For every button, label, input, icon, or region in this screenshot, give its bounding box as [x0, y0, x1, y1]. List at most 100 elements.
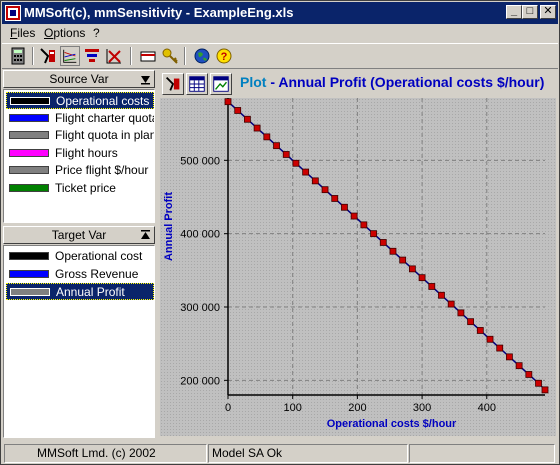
color-swatch — [9, 166, 49, 174]
data-point — [263, 133, 271, 141]
source-var-list[interactable]: Operational costs $/hour Flight charter q… — [3, 89, 155, 223]
sort-up-icon[interactable] — [140, 229, 151, 241]
toolbar-separator — [130, 47, 132, 65]
source-var-item-label: Price flight $/hour — [55, 163, 149, 177]
source-var-item[interactable]: Flight charter quota — [6, 110, 154, 127]
menu-bar: Files Options ? — [2, 24, 558, 42]
y-tick-label: 500 000 — [180, 155, 220, 167]
source-var-item[interactable]: Ticket price — [6, 180, 154, 197]
menu-help[interactable]: ? — [93, 26, 100, 40]
color-swatch — [9, 252, 49, 260]
toolbar: ? — [2, 43, 558, 69]
data-point — [447, 300, 455, 308]
source-var-item[interactable]: Flight hours — [6, 145, 154, 162]
status-empty — [409, 444, 555, 463]
color-swatch — [9, 183, 49, 192]
source-var-item[interactable]: Price flight $/hour — [6, 162, 154, 179]
card-icon[interactable] — [138, 46, 158, 66]
menu-options[interactable]: Options — [44, 26, 86, 40]
data-point — [541, 386, 549, 394]
data-point — [525, 371, 533, 378]
color-swatch — [10, 288, 50, 296]
variables-panel: Source Var Operational costs $/hour Fligh… — [3, 70, 156, 438]
data-point — [273, 142, 280, 150]
data-point — [244, 115, 251, 123]
data-point — [253, 124, 261, 132]
chart-view-icon[interactable] — [210, 73, 232, 95]
target-var-header[interactable]: Target Var — [3, 226, 155, 244]
table-view-icon[interactable] — [186, 73, 208, 95]
sensitivity-icon[interactable] — [38, 46, 58, 66]
target-var-item-label: Gross Revenue — [55, 266, 139, 281]
source-var-item-label: Flight quota in planned — [55, 128, 154, 142]
data-point — [224, 98, 232, 106]
data-point — [234, 107, 242, 114]
target-var-list[interactable]: Operational cost Gross Revenue Annual Prof… — [3, 245, 155, 438]
y-tick-label: 300 000 — [180, 302, 220, 314]
source-var-header[interactable]: Source Var — [3, 70, 155, 88]
data-point — [321, 186, 329, 194]
minimize-button[interactable]: _ — [506, 5, 522, 19]
data-point — [341, 203, 348, 211]
x-tick-label: 100 — [284, 402, 302, 414]
svg-text:?: ? — [221, 51, 228, 63]
data-point — [379, 239, 387, 246]
color-swatch — [9, 148, 49, 157]
data-point — [370, 230, 377, 238]
source-var-item[interactable]: Flight quota in planned — [6, 127, 154, 144]
data-point — [467, 318, 475, 326]
chart-lines-icon[interactable] — [60, 46, 80, 66]
series-line — [227, 101, 546, 391]
plot-title-prefix: Plot — [240, 74, 267, 90]
data-point — [476, 327, 484, 334]
data-point — [496, 344, 504, 352]
help-icon[interactable]: ? — [214, 46, 234, 66]
color-swatch — [10, 97, 50, 105]
calculator-icon[interactable] — [8, 46, 28, 66]
y-axis-label: Annual Profit — [163, 192, 175, 261]
plot-panel: Plot - Annual Profit (Operational costs … — [158, 70, 558, 438]
y-tick-label: 200 000 — [180, 375, 220, 387]
data-point — [292, 159, 300, 167]
close-button[interactable]: ✕ — [540, 5, 556, 19]
target-var-item[interactable]: Gross Revenue — [6, 266, 154, 283]
data-point — [331, 195, 339, 202]
chart-cross-icon[interactable] — [104, 46, 124, 66]
data-point — [535, 379, 542, 387]
data-point — [302, 168, 310, 176]
target-var-item[interactable]: Annual Profit — [6, 283, 154, 300]
target-var-item[interactable]: Operational cost — [6, 248, 154, 265]
data-point — [515, 362, 523, 370]
window-title: MMSoft(c), mmSensitivity - ExampleEng.xl… — [24, 5, 294, 20]
profit-chart[interactable]: 0 100 200 300 400 200 000 300 000 400 000 500 00… — [160, 98, 556, 436]
funnel-chart-icon[interactable] — [82, 46, 102, 66]
data-point — [506, 353, 513, 361]
key-icon[interactable] — [160, 46, 180, 66]
color-swatch — [9, 269, 49, 278]
sort-down-icon[interactable] — [140, 73, 151, 85]
status-model: Model SA Ok — [208, 444, 408, 463]
globe-icon[interactable] — [192, 46, 212, 66]
target-var-item-label: Operational cost — [55, 249, 143, 263]
color-swatch — [9, 113, 49, 122]
data-point — [428, 283, 436, 290]
source-var-title: Source Var — [49, 72, 109, 86]
data-point — [486, 335, 494, 343]
source-var-item[interactable]: Operational costs $/hour — [6, 92, 154, 109]
target-var-title: Target Var — [51, 228, 107, 242]
data-point — [311, 177, 319, 185]
source-var-item-label: Flight hours — [55, 145, 118, 160]
x-tick-label: 300 — [413, 402, 431, 414]
title-bar[interactable]: MMSoft(c), mmSensitivity - ExampleEng.xl… — [2, 2, 558, 24]
x-axis-label: Operational costs $/hour — [327, 418, 457, 430]
sensitivity-plot-icon[interactable] — [162, 73, 184, 95]
maximize-button[interactable]: □ — [522, 5, 538, 19]
toolbar-separator — [184, 47, 186, 65]
status-bar: MMSoft Lmd. (c) 2002 Model SA Ok — [2, 442, 558, 464]
data-point — [350, 212, 358, 220]
target-var-item-label: Annual Profit — [56, 285, 125, 299]
app-icon — [5, 5, 21, 21]
data-point — [457, 309, 465, 317]
menu-files[interactable]: Files — [10, 26, 36, 40]
